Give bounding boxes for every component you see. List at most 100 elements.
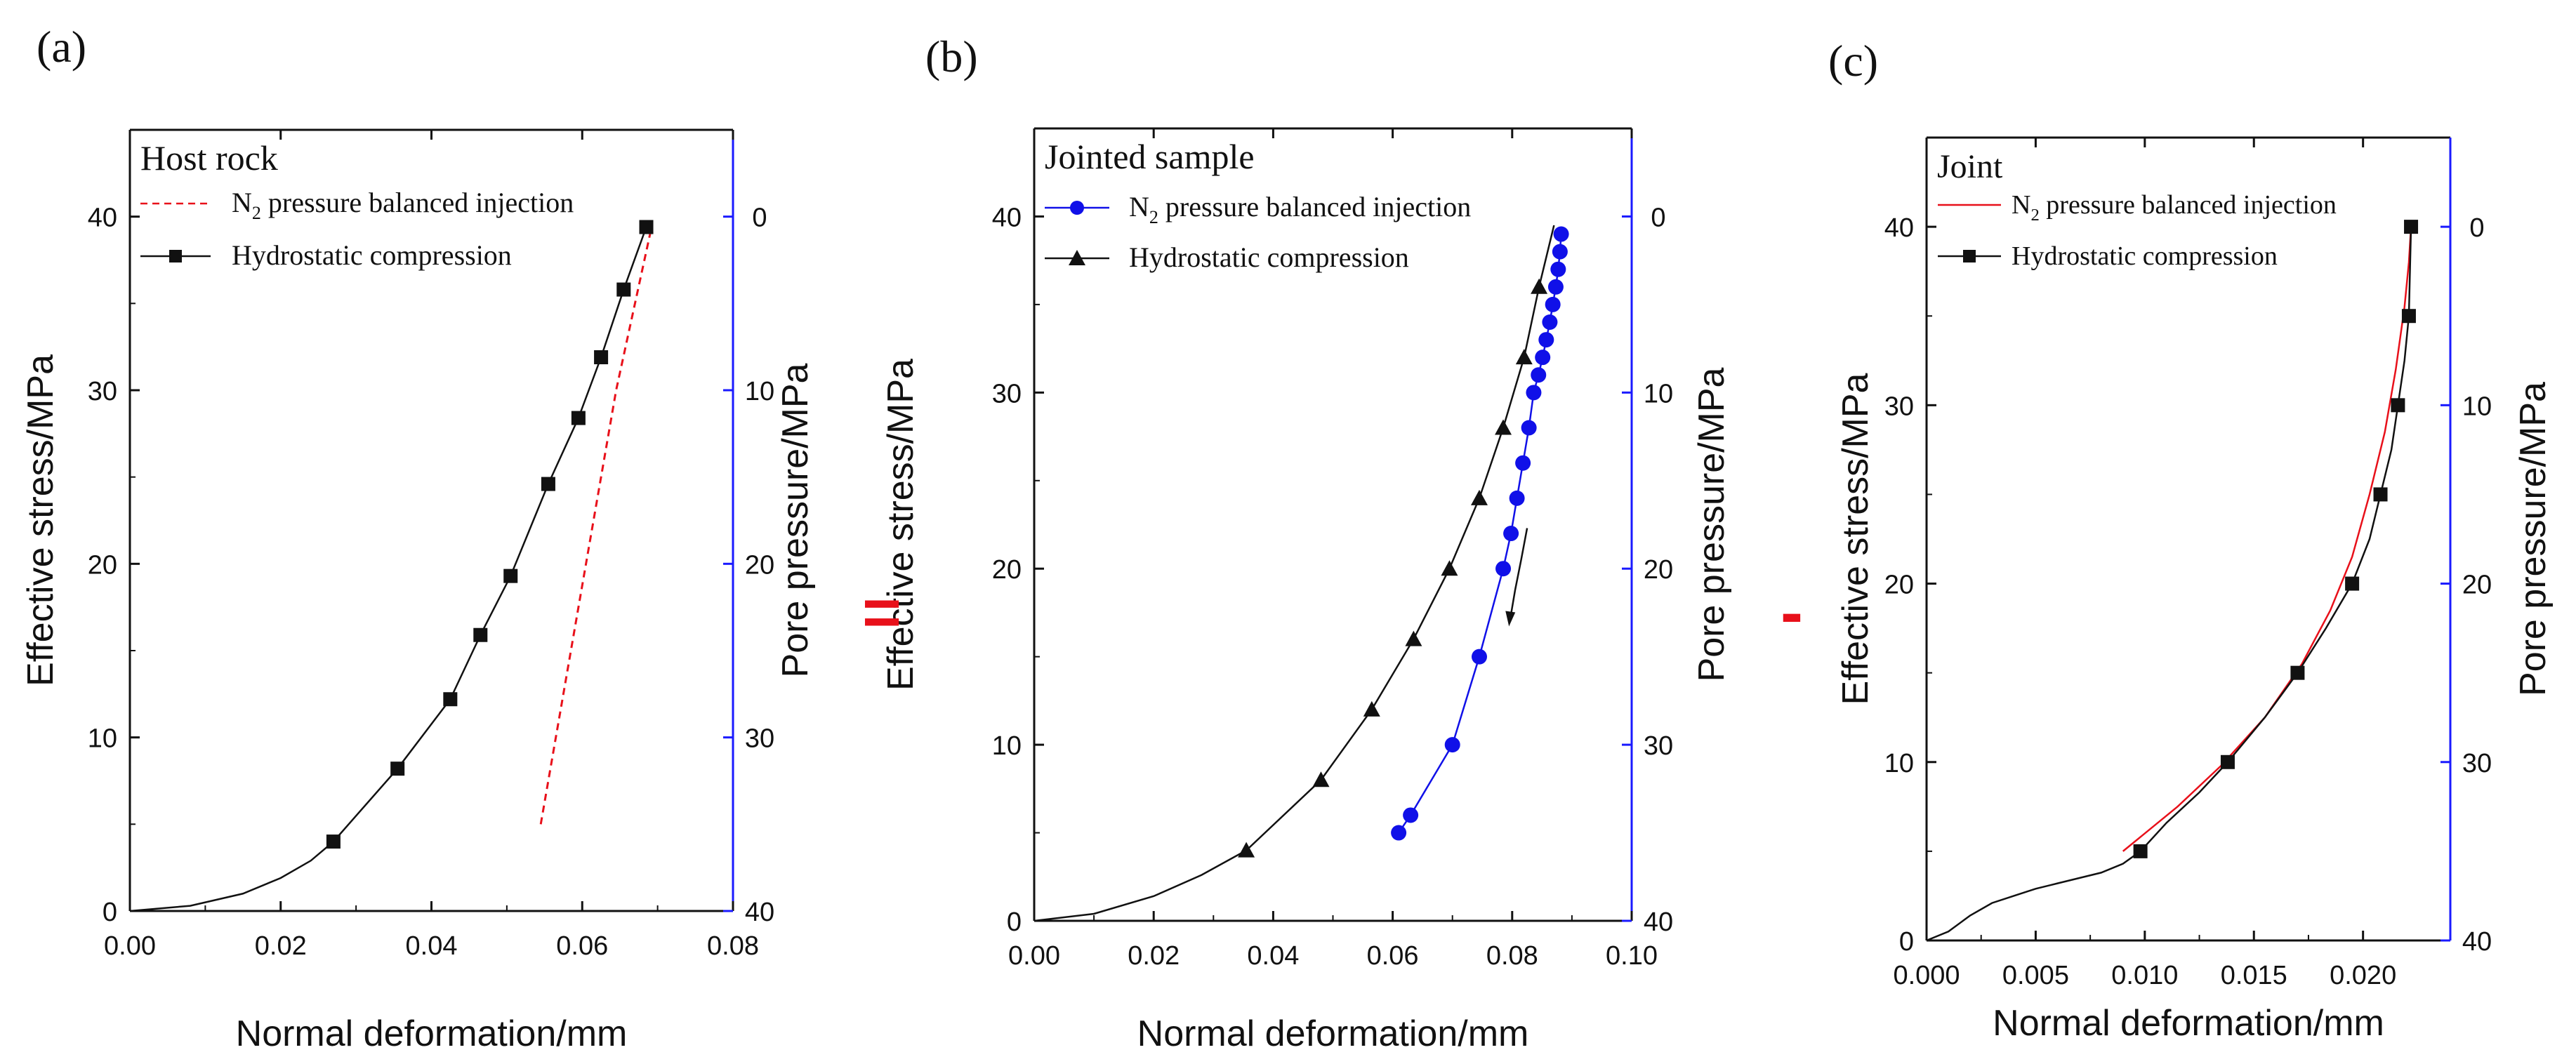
equals-operator: = xyxy=(862,575,901,650)
legend-entry: Hydrostatic compression xyxy=(232,239,512,271)
y-tick-label: 0 xyxy=(1899,927,1914,957)
panel-label: (c) xyxy=(1828,36,1878,86)
data-point xyxy=(1531,367,1547,383)
y2-tick-label: 30 xyxy=(2462,749,2492,778)
y2-tick-label: 30 xyxy=(1644,731,1673,761)
x-tick-label: 0.04 xyxy=(1247,941,1299,971)
y-tick-label: 40 xyxy=(88,204,117,233)
legend-entry: N2 pressure balanced injection xyxy=(232,187,574,223)
y-axis-label: Effective stress/MPa xyxy=(20,354,61,686)
chart-panel-3: (c) 0.000 0.005 0.010 0.015 0.020 0 10 20 30 40 0 10… xyxy=(1828,36,2554,1044)
y2-tick-label: 40 xyxy=(2462,927,2492,957)
data-point xyxy=(639,220,654,234)
series-line xyxy=(1398,234,1562,834)
x-tick-label: 0.015 xyxy=(2221,961,2287,990)
data-point xyxy=(390,762,405,776)
x-tick-label: 0.10 xyxy=(1606,941,1658,971)
data-point xyxy=(1538,332,1554,348)
chart-panel-2: (b) 0.00 0.02 0.04 0.06 0.08 0.10 0 10 20 30 40 0 10 2… xyxy=(880,32,1732,1054)
y-tick-label: 0 xyxy=(103,898,117,927)
data-point xyxy=(1403,807,1419,823)
data-point xyxy=(571,411,586,425)
data-point xyxy=(1552,244,1568,260)
data-point xyxy=(1526,385,1542,401)
y-tick-label: 10 xyxy=(1884,749,1914,778)
legend-entry: Hydrostatic compression xyxy=(2012,241,2278,271)
x-tick-label: 0.04 xyxy=(406,931,458,961)
chart-title: Joint xyxy=(1937,148,2003,185)
data-point xyxy=(1545,296,1561,312)
x-tick-label: 0.08 xyxy=(1486,941,1538,971)
x-tick-label: 0.00 xyxy=(1008,941,1060,971)
data-point xyxy=(1495,419,1512,435)
y-axis-label: Effective stress/MPa xyxy=(1835,373,1876,705)
data-point xyxy=(1363,700,1380,717)
data-point xyxy=(2345,576,2360,591)
data-point xyxy=(1509,490,1525,506)
data-point xyxy=(1547,279,1564,295)
y-tick-label: 30 xyxy=(992,379,1022,408)
legend-entry: Hydrostatic compression xyxy=(1129,241,1409,273)
data-point xyxy=(503,568,518,583)
data-point xyxy=(1535,350,1551,366)
minus-operator: - xyxy=(1781,575,1803,650)
data-point xyxy=(2373,487,2388,502)
y-tick-label: 20 xyxy=(88,550,117,580)
y-tick-label: 10 xyxy=(88,724,117,754)
legend-marker xyxy=(1069,250,1085,265)
data-point xyxy=(1391,825,1407,841)
data-point xyxy=(1471,649,1487,665)
y-tick-label: 0 xyxy=(1007,907,1022,937)
chart-title: Jointed sample xyxy=(1045,137,1255,176)
y2-tick-label: 30 xyxy=(745,724,774,754)
data-point xyxy=(326,834,341,849)
panel-label: (a) xyxy=(37,22,86,72)
data-point xyxy=(1441,560,1458,576)
series-line xyxy=(539,234,652,825)
x-tick-label: 0.010 xyxy=(2111,961,2178,990)
legend-marker xyxy=(1963,250,1976,262)
series-line xyxy=(1926,227,2412,942)
data-point xyxy=(1470,489,1488,505)
legend-marker xyxy=(1070,201,1084,215)
data-point xyxy=(2404,220,2419,234)
y-tick-label: 40 xyxy=(992,203,1022,232)
y2-axis-label: Pore pressure/MPa xyxy=(775,363,816,677)
series-line xyxy=(129,227,647,912)
x-tick-label: 0.06 xyxy=(556,931,608,961)
x-tick-label: 0.020 xyxy=(2330,961,2396,990)
data-point xyxy=(2401,309,2416,324)
y2-tick-label: 0 xyxy=(1651,203,1665,232)
y-tick-label: 30 xyxy=(1884,392,1914,421)
y2-tick-label: 40 xyxy=(745,898,774,927)
series-line xyxy=(2122,227,2412,852)
y-tick-label: 10 xyxy=(992,731,1022,761)
y2-tick-label: 20 xyxy=(2462,571,2492,600)
data-point xyxy=(1531,278,1548,294)
data-point xyxy=(1312,771,1330,787)
chart-title: Host rock xyxy=(140,138,278,178)
x-axis-label: Normal deformation/mm xyxy=(1137,1013,1529,1054)
x-axis-label: Normal deformation/mm xyxy=(236,1013,628,1054)
y2-tick-label: 20 xyxy=(1644,555,1673,585)
data-point xyxy=(616,282,631,297)
x-axis-label: Normal deformation/mm xyxy=(1993,1003,2384,1044)
legend-marker xyxy=(169,250,182,262)
data-point xyxy=(1521,420,1537,436)
y2-axis-label: Pore pressure/MPa xyxy=(1691,367,1732,681)
data-point xyxy=(2220,754,2235,769)
data-point xyxy=(2290,665,2305,680)
legend-entry: N2 pressure balanced injection xyxy=(2012,190,2337,225)
data-point xyxy=(1515,455,1531,471)
legend-entry: N2 pressure balanced injection xyxy=(1129,191,1471,227)
series-line xyxy=(1510,528,1528,618)
series-line xyxy=(1033,225,1555,922)
data-point xyxy=(443,692,458,707)
x-tick-label: 0.000 xyxy=(1893,961,1960,990)
data-point xyxy=(1542,314,1558,330)
data-point xyxy=(594,350,609,365)
y2-tick-label: 20 xyxy=(745,550,774,580)
x-tick-label: 0.02 xyxy=(255,931,307,961)
y2-axis-label: Pore pressure/MPa xyxy=(2513,382,2554,696)
x-tick-label: 0.08 xyxy=(707,931,759,961)
